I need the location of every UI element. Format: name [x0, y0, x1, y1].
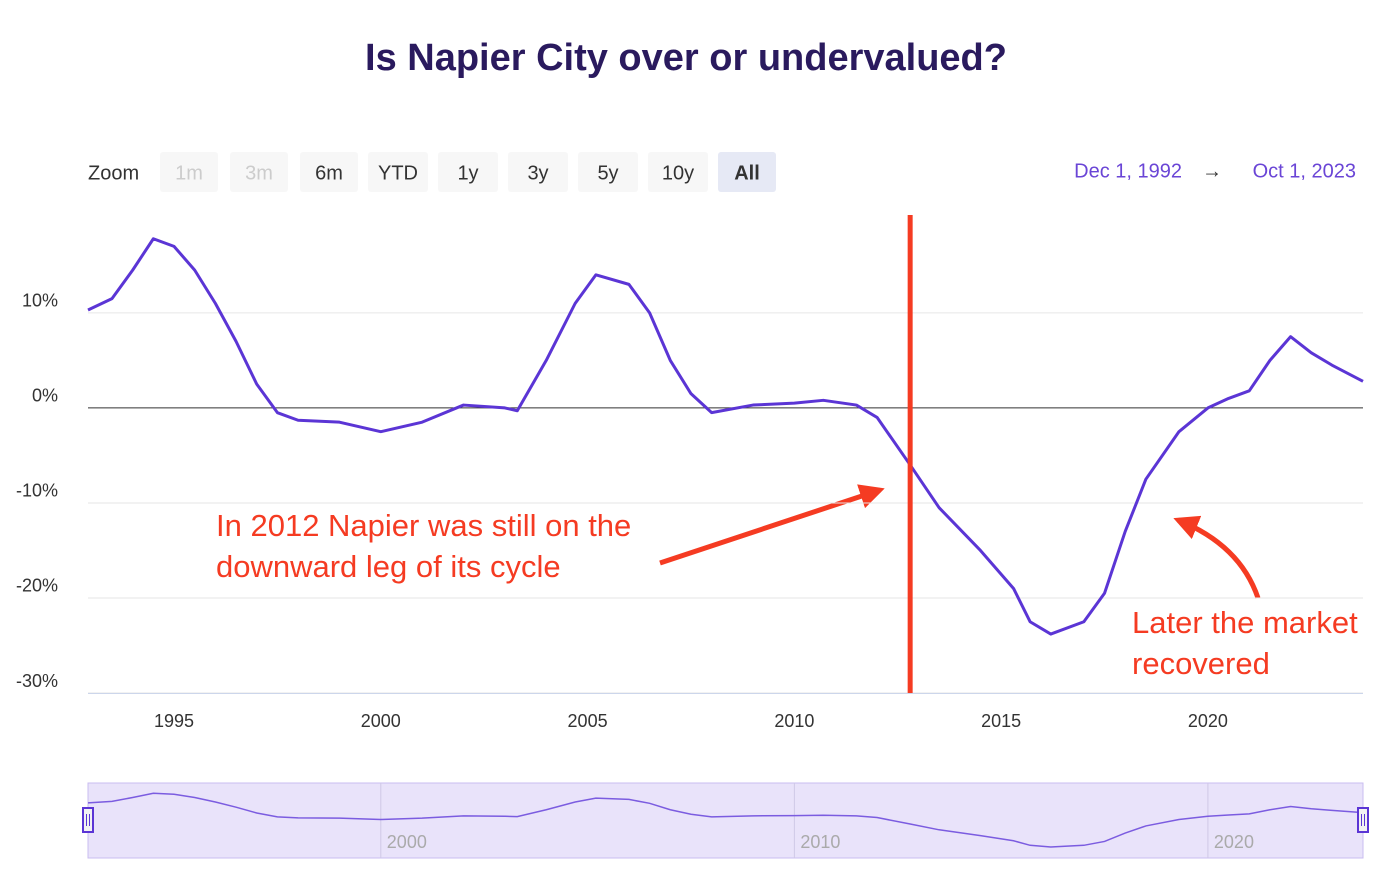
range-to: Oct 1, 2023: [1253, 160, 1356, 182]
zoom-button-bg: [230, 152, 288, 192]
navigator-bg: [87, 782, 1364, 859]
zoom-button-bg: [300, 152, 358, 192]
annotation: recovered: [1132, 646, 1270, 681]
x-tick-label: 2010: [774, 711, 814, 731]
x-tick-label: 2015: [981, 711, 1021, 731]
x-tick-label: 1995: [154, 711, 194, 731]
handle-body: [82, 807, 94, 833]
x-tick-label: 2000: [361, 711, 401, 731]
zoom-button[interactable]: 1m: [160, 152, 218, 192]
zoom-button-bg: [438, 152, 498, 192]
navigator-handle[interactable]: [82, 807, 94, 833]
navigator-line: [87, 792, 1364, 848]
navigator-handle[interactable]: [1357, 807, 1369, 833]
x-tick-label: 2005: [568, 711, 608, 731]
annotation-arrow: [1173, 515, 1261, 599]
zoom-button[interactable]: YTD: [368, 152, 428, 192]
zoom-button-label: YTD: [378, 162, 418, 184]
zoom-button[interactable]: 6m: [300, 152, 358, 192]
zoom-button[interactable]: 3m: [230, 152, 288, 192]
navigator-label: 2010: [800, 832, 840, 852]
zoom-button-label: 3m: [245, 162, 273, 184]
zoom-button-label: 5y: [597, 162, 618, 184]
chart-title: Is Napier City over or undervalued?: [365, 37, 1007, 79]
y-tick-label: 0%: [32, 386, 58, 406]
zoom-button-bg: [648, 152, 708, 192]
zoom-button-bg: [160, 152, 218, 192]
navigator-label: 2020: [1214, 832, 1254, 852]
y-tick-label: -30%: [16, 671, 58, 691]
zoom-button-bg: [718, 152, 776, 192]
handle-body: [1357, 807, 1369, 833]
zoom-button[interactable]: 1y: [438, 152, 498, 192]
annotation: Later the market: [1132, 605, 1358, 640]
zoom-button-label: 1m: [175, 162, 203, 184]
annotation: downward leg of its cycle: [216, 549, 561, 584]
zoom-button[interactable]: 3y: [508, 152, 568, 192]
annotation-arrow: [659, 484, 885, 566]
zoom-button-label: All: [734, 162, 760, 184]
zoom-button-label: 3y: [527, 162, 548, 184]
zoom-button-bg: [368, 152, 428, 192]
y-tick-label: -10%: [16, 481, 58, 501]
y-tick-label: 10%: [22, 291, 58, 311]
zoom-button[interactable]: All: [718, 152, 776, 192]
annotation: In 2012 Napier was still on the: [216, 508, 631, 543]
zoom-button-bg: [508, 152, 568, 192]
zoom-label: Zoom: [88, 162, 139, 184]
zoom-button-label: 6m: [315, 162, 343, 184]
zoom-button-label: 10y: [662, 162, 694, 184]
zoom-button-label: 1y: [457, 162, 478, 184]
zoom-button[interactable]: 10y: [648, 152, 708, 192]
data-line: [87, 237, 1364, 636]
zoom-button-bg: [578, 152, 638, 192]
zoom-button[interactable]: 5y: [578, 152, 638, 192]
navigator-label: 2000: [387, 832, 427, 852]
range-arrow: →: [1202, 160, 1222, 182]
y-tick-label: -20%: [16, 576, 58, 596]
range-from: Dec 1, 1992: [1074, 160, 1182, 182]
x-tick-label: 2020: [1188, 711, 1228, 731]
